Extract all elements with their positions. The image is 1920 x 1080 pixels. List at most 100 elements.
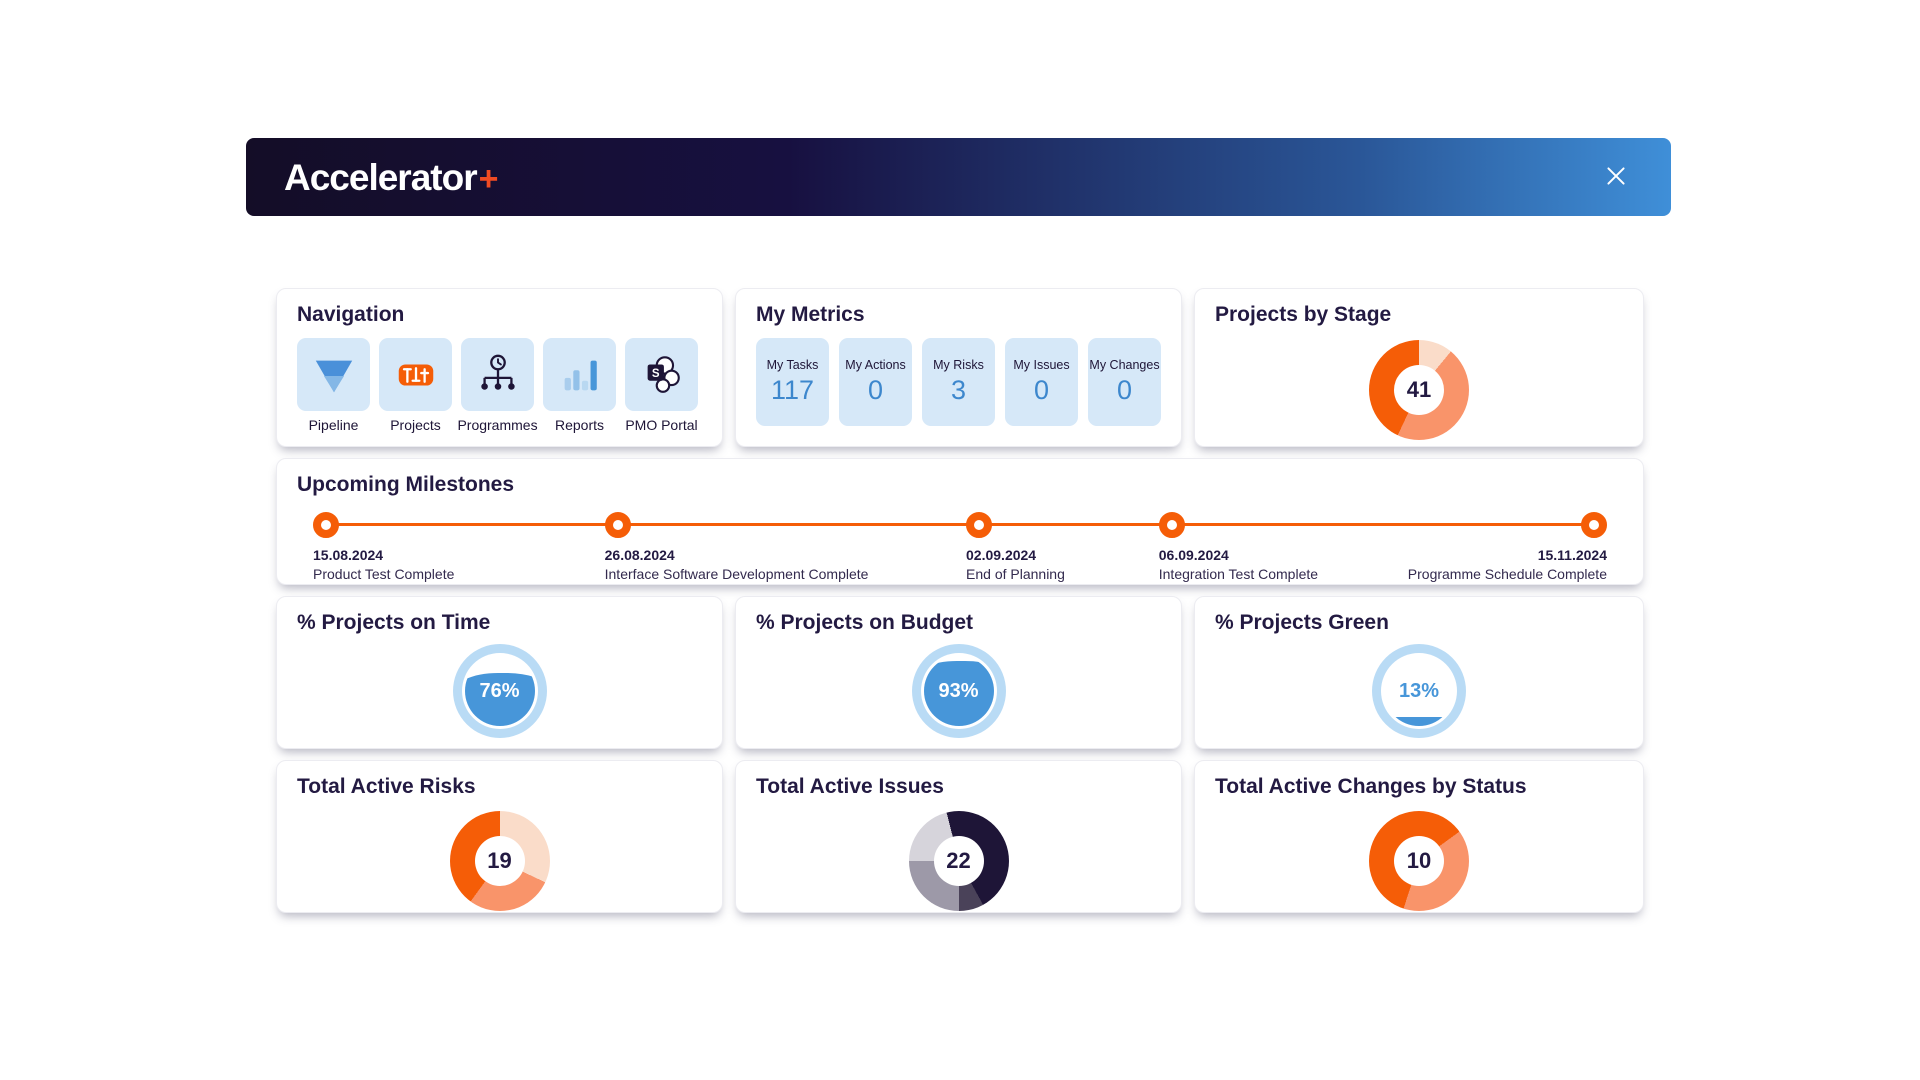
milestone-label: Integration Test Complete bbox=[1158, 566, 1319, 582]
milestone-date: 15.11.2024 bbox=[1537, 547, 1607, 563]
donut-chart: 22 bbox=[908, 811, 1009, 911]
milestone-item: 15.08.2024 Product Test Complete bbox=[313, 512, 454, 582]
metric-value: 0 bbox=[1033, 375, 1050, 405]
metric-tile-my-issues[interactable]: My Issues 0 bbox=[1005, 338, 1078, 426]
metric-tile-my-changes[interactable]: My Changes 0 bbox=[1088, 338, 1161, 426]
nav-label-programmes: Programmes bbox=[457, 417, 538, 433]
milestone-dot bbox=[1581, 512, 1607, 538]
donut-chart: 10 bbox=[1369, 811, 1469, 911]
donut-hole: 41 bbox=[1394, 365, 1444, 415]
milestone-label: End of Planning bbox=[966, 566, 1065, 582]
total-active-issues-chart: 22 bbox=[756, 811, 1161, 911]
navigation-items: Pipeline Projects bbox=[297, 338, 702, 433]
gauge-fill bbox=[464, 672, 535, 726]
logo-text: Accelerator bbox=[284, 156, 478, 198]
sliders-icon bbox=[379, 338, 452, 411]
milestone-dot bbox=[604, 512, 631, 538]
close-button[interactable] bbox=[1599, 160, 1633, 194]
nav-item-pmo-portal[interactable]: S PMO Portal bbox=[625, 338, 698, 433]
projects-by-stage-title: Projects by Stage bbox=[1215, 303, 1392, 326]
sharepoint-icon: S bbox=[625, 338, 698, 411]
milestones-card: Upcoming Milestones 15.08.2024 Product T… bbox=[276, 458, 1644, 585]
projects-on-budget-title: % Projects on Budget bbox=[756, 611, 974, 634]
gauge-ring: 93% bbox=[911, 644, 1006, 738]
gauge-inner bbox=[461, 653, 538, 729]
metric-tile-my-tasks[interactable]: My Tasks 117 bbox=[756, 338, 829, 426]
metric-tile-my-actions[interactable]: My Actions 0 bbox=[839, 338, 912, 426]
milestone-item: 06.09.2024 Integration Test Complete bbox=[1158, 512, 1319, 582]
total-active-changes-chart: 10 bbox=[1215, 811, 1623, 911]
total-active-risks-title: Total Active Risks bbox=[297, 775, 476, 798]
metric-value: 0 bbox=[867, 375, 884, 405]
projects-by-stage-card: Projects by Stage 41 bbox=[1194, 288, 1644, 447]
nav-item-programmes[interactable]: Programmes bbox=[457, 338, 538, 433]
milestone-item: 15.11.2024 Programme Schedule Complete bbox=[1408, 512, 1607, 582]
donut-chart: 19 bbox=[449, 811, 550, 911]
nav-item-pipeline[interactable]: Pipeline bbox=[297, 338, 370, 433]
milestone-item: 26.08.2024 Interface Software Developmen… bbox=[604, 512, 868, 582]
my-metrics-tiles: My Tasks 117 My Actions 0 My Risks 3 My … bbox=[756, 338, 1161, 426]
gauge-inner bbox=[920, 653, 997, 729]
nav-item-projects[interactable]: Projects bbox=[379, 338, 452, 433]
bar-chart-icon bbox=[543, 338, 616, 411]
timeline-track bbox=[326, 523, 1594, 526]
donut-total: 19 bbox=[487, 848, 512, 873]
gauge-ring: 76% bbox=[452, 644, 547, 738]
donut-total: 41 bbox=[1406, 377, 1432, 402]
milestone-date: 06.09.2024 bbox=[1158, 547, 1229, 563]
milestones-timeline: 15.08.2024 Product Test Complete 26.08.2… bbox=[297, 512, 1623, 590]
navigation-card: Navigation Pipeline bbox=[276, 288, 723, 447]
projects-green-card: % Projects Green 13% bbox=[1194, 596, 1644, 749]
donut-chart: 41 bbox=[1369, 340, 1469, 440]
nav-label-projects: Projects bbox=[390, 417, 441, 433]
projects-on-time-title: % Projects on Time bbox=[297, 611, 491, 634]
total-active-risks-card: Total Active Risks 19 bbox=[276, 760, 723, 913]
my-metrics-card: My Metrics My Tasks 117 My Actions 0 My … bbox=[735, 288, 1182, 447]
metric-label: My Risks bbox=[933, 358, 984, 372]
gauge-fill bbox=[1384, 716, 1454, 726]
metric-label: My Tasks bbox=[766, 358, 819, 372]
navigation-title: Navigation bbox=[297, 303, 405, 326]
projects-on-time-card: % Projects on Time 76% bbox=[276, 596, 723, 749]
cards-grid: Navigation Pipeline bbox=[276, 288, 1644, 913]
total-active-issues-card: Total Active Issues 22 bbox=[735, 760, 1182, 913]
donut-total: 22 bbox=[946, 848, 971, 873]
projects-by-stage-chart: 41 bbox=[1215, 340, 1623, 440]
close-icon bbox=[1602, 162, 1630, 193]
milestone-date: 15.08.2024 bbox=[313, 547, 384, 563]
my-metrics-title: My Metrics bbox=[756, 303, 865, 326]
metric-label: My Issues bbox=[1013, 358, 1070, 372]
gauge-value: 13% bbox=[1398, 679, 1440, 702]
projects-green-title: % Projects Green bbox=[1215, 611, 1389, 634]
donut-hole: 22 bbox=[933, 836, 984, 886]
gauge-bowl bbox=[1384, 656, 1454, 726]
app-header: Accelerator + bbox=[246, 138, 1671, 216]
nav-item-reports[interactable]: Reports bbox=[543, 338, 616, 433]
gauge-value: 76% bbox=[479, 679, 520, 702]
nav-label-pmo-portal: PMO Portal bbox=[625, 417, 698, 433]
metric-value: 3 bbox=[950, 375, 967, 405]
gauge-ring: 13% bbox=[1372, 644, 1466, 738]
projects-green-gauge: 13% bbox=[1215, 644, 1623, 738]
metric-label: My Actions bbox=[845, 358, 906, 372]
projects-on-time-gauge: 76% bbox=[297, 644, 702, 738]
funnel-icon bbox=[297, 338, 370, 411]
donut-hole: 10 bbox=[1394, 836, 1444, 886]
gauge-inner bbox=[1381, 653, 1457, 729]
milestone-label: Programme Schedule Complete bbox=[1407, 566, 1607, 582]
total-active-changes-title: Total Active Changes by Status bbox=[1215, 775, 1527, 798]
metric-label: My Changes bbox=[1089, 358, 1160, 372]
clock-orgchart-icon bbox=[461, 338, 534, 411]
svg-text:S: S bbox=[651, 367, 659, 379]
app-logo: Accelerator + bbox=[284, 159, 498, 196]
donut-hole: 19 bbox=[474, 836, 525, 886]
nav-label-pipeline: Pipeline bbox=[308, 417, 359, 433]
milestone-date: 26.08.2024 bbox=[604, 547, 675, 563]
nav-label-pmo-reports: Reports bbox=[554, 417, 605, 433]
milestone-dot bbox=[313, 512, 339, 538]
gauge-bowl bbox=[464, 656, 535, 726]
projects-on-budget-gauge: 93% bbox=[756, 644, 1161, 738]
metric-value: 0 bbox=[1116, 375, 1133, 405]
gauge-value: 93% bbox=[938, 679, 979, 702]
metric-tile-my-risks[interactable]: My Risks 3 bbox=[922, 338, 995, 426]
